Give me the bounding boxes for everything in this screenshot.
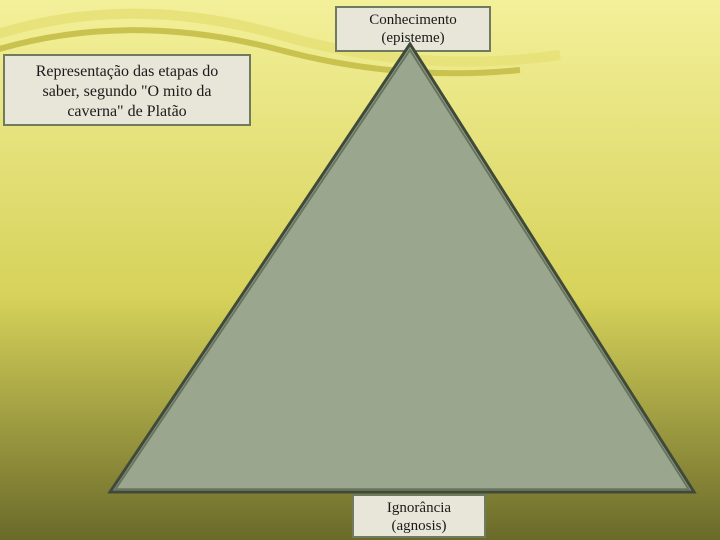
triangle-fill	[110, 44, 694, 492]
diagram-layer: Representação das etapas do saber, segun…	[0, 0, 720, 540]
knowledge-triangle	[0, 0, 720, 540]
